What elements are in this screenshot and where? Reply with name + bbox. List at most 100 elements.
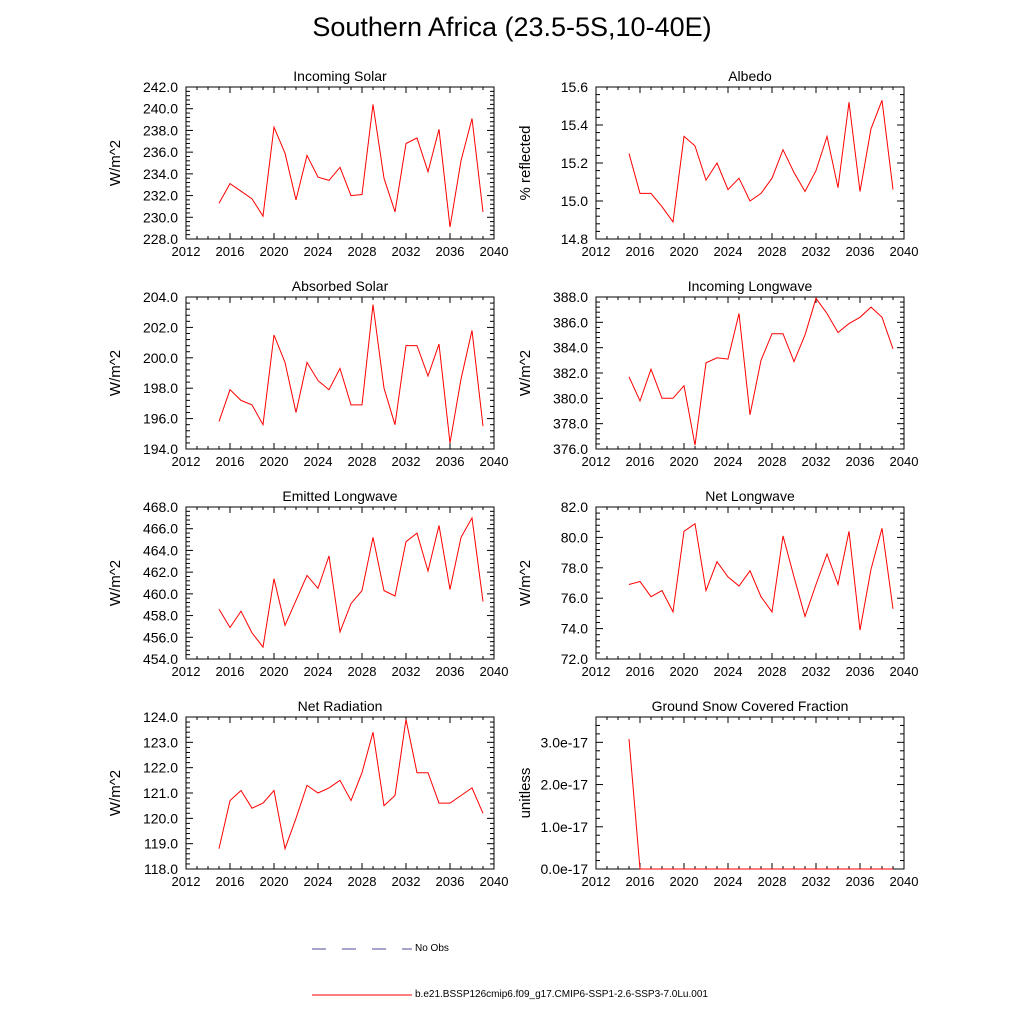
x-tick-label: 2024 [304, 454, 333, 469]
series-line [218, 104, 484, 228]
x-tick-label: 2024 [304, 874, 333, 889]
x-tick-label: 2040 [890, 454, 919, 469]
x-tick-label: 2020 [670, 454, 699, 469]
y-axis-label: unitless [517, 768, 534, 819]
x-tick-label: 2012 [582, 874, 611, 889]
y-tick-label: 72.0 [561, 651, 588, 667]
x-tick-label: 2040 [890, 874, 919, 889]
x-tick-label: 2036 [846, 874, 875, 889]
y-tick-label: 2.0e-17 [541, 777, 589, 793]
x-tick-label: 2036 [436, 874, 465, 889]
plot-frame [185, 86, 495, 240]
x-tick-label: 2016 [626, 454, 655, 469]
y-tick-label: 198.0 [143, 380, 178, 396]
y-axis-label: W/m^2 [517, 350, 534, 396]
plot-frame [185, 506, 495, 660]
y-tick-label: 3.0e-17 [541, 734, 589, 750]
y-tick-label: 200.0 [143, 350, 178, 366]
series-line [628, 100, 894, 224]
y-tick-label: 76.0 [561, 590, 588, 606]
y-axis-label: % reflected [517, 125, 534, 200]
x-tick-label: 2012 [172, 874, 201, 889]
x-tick-label: 2020 [260, 664, 289, 679]
x-tick-label: 2028 [348, 874, 377, 889]
x-tick-label: 2012 [172, 244, 201, 259]
x-tick-label: 2016 [216, 874, 245, 889]
legend-model-line [312, 994, 412, 996]
y-axis-label: W/m^2 [107, 350, 124, 396]
x-tick-label: 2016 [216, 454, 245, 469]
series-line [218, 304, 484, 443]
chart-ground-snow-covered-fraction: Ground Snow Covered Fraction unitless 2012… [517, 698, 918, 889]
y-axis-label: W/m^2 [107, 770, 124, 816]
y-tick-label: 74.0 [561, 621, 588, 637]
x-tick-label: 2012 [582, 664, 611, 679]
x-tick-label: 2028 [758, 454, 787, 469]
y-tick-label: 80.0 [561, 529, 588, 545]
y-tick-label: 14.8 [561, 231, 588, 247]
chart-incoming-solar: Incoming Solar W/m^2 2012 2016 2020 2024 2028 2… [107, 68, 508, 259]
x-tick-label: 2040 [890, 244, 919, 259]
x-tick-label: 2012 [172, 454, 201, 469]
series-line [218, 516, 484, 649]
x-tick-label: 2040 [480, 244, 509, 259]
x-tick-label: 2024 [714, 874, 743, 889]
y-tick-label: 1.0e-17 [541, 819, 589, 835]
x-tick-label: 2020 [260, 874, 289, 889]
chart-net-longwave: Net Longwave W/m^2 2012 2016 2020 2024 2028 203… [517, 488, 918, 679]
y-tick-label: 240.0 [143, 101, 178, 117]
y-tick-label: 378.0 [553, 416, 588, 432]
x-tick-label: 2028 [758, 874, 787, 889]
series-line [628, 297, 894, 446]
chart-title: Net Longwave [705, 488, 795, 504]
chart-title: Incoming Longwave [688, 278, 813, 294]
x-tick-label: 2032 [802, 244, 831, 259]
x-tick-label: 2024 [304, 244, 333, 259]
x-tick-label: 2032 [392, 874, 421, 889]
x-tick-label: 2012 [582, 244, 611, 259]
x-tick-label: 2024 [714, 454, 743, 469]
chart-incoming-longwave: Incoming Longwave W/m^2 2012 2016 2020 2024 20… [517, 278, 918, 469]
legend-obs-line [312, 948, 412, 950]
y-tick-label: 124.0 [143, 709, 178, 725]
plot-frame [595, 716, 905, 870]
y-axis-label: W/m^2 [517, 560, 534, 606]
x-tick-label: 2028 [348, 244, 377, 259]
x-tick-label: 2028 [348, 454, 377, 469]
y-tick-label: 466.0 [143, 521, 178, 537]
x-tick-label: 2040 [480, 664, 509, 679]
x-tick-label: 2032 [802, 874, 831, 889]
chart-title: Net Radiation [298, 698, 383, 714]
y-axis-label: W/m^2 [107, 560, 124, 606]
y-tick-label: 123.0 [143, 734, 178, 750]
x-tick-label: 2028 [348, 664, 377, 679]
x-tick-label: 2012 [172, 664, 201, 679]
chart-albedo: Albedo % reflected 2012 2016 2020 2024 2028 203… [517, 68, 918, 259]
x-tick-label: 2040 [480, 454, 509, 469]
y-tick-label: 196.0 [143, 411, 178, 427]
plot-frame [185, 716, 495, 870]
y-tick-label: 121.0 [143, 785, 178, 801]
x-tick-label: 2012 [582, 454, 611, 469]
series-line [628, 522, 894, 631]
chart-title: Albedo [728, 68, 772, 84]
y-tick-label: 236.0 [143, 144, 178, 160]
x-tick-label: 2040 [480, 874, 509, 889]
x-tick-label: 2020 [260, 454, 289, 469]
y-tick-label: 464.0 [143, 542, 178, 558]
x-tick-label: 2020 [260, 244, 289, 259]
legend-model-label: b.e21.BSSP126cmip6.f09_g17.CMIP6-SSP1-2.… [415, 989, 708, 1000]
x-tick-label: 2024 [304, 664, 333, 679]
y-tick-label: 384.0 [553, 340, 588, 356]
y-tick-label: 458.0 [143, 608, 178, 624]
x-tick-label: 2016 [626, 874, 655, 889]
x-tick-label: 2020 [670, 874, 699, 889]
x-tick-label: 2032 [392, 244, 421, 259]
x-tick-label: 2032 [392, 664, 421, 679]
y-tick-label: 15.6 [561, 79, 588, 95]
y-axis-label: W/m^2 [107, 140, 124, 186]
x-tick-label: 2040 [890, 664, 919, 679]
legend-obs-label: No Obs [415, 943, 449, 954]
chart-absorbed-solar: Absorbed Solar W/m^2 2012 2016 2020 2024 2028 2… [107, 278, 508, 469]
